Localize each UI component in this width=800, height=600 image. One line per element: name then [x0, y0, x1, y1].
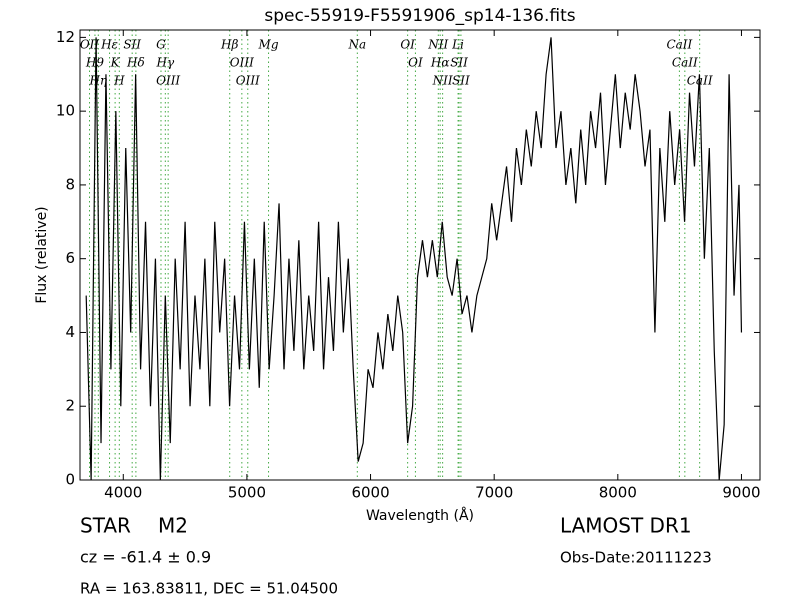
spectral-line-label: Hγ [155, 56, 174, 70]
spectral-line-label: Hδ [126, 56, 145, 70]
spectral-line-label: OI [400, 38, 415, 52]
x-tick-label: 6000 [351, 484, 389, 502]
y-tick-label: 8 [65, 175, 75, 193]
y-tick-label: 6 [65, 249, 75, 267]
y-tick-label: 2 [65, 397, 75, 415]
spectral-line-label: Hα [430, 56, 450, 70]
y-tick-label: 4 [65, 323, 75, 341]
object-subclass: M2 [158, 514, 188, 538]
x-tick-label: 4000 [104, 484, 142, 502]
y-tick-label: 12 [56, 28, 75, 46]
x-tick-label: 5000 [228, 484, 266, 502]
object-class: STAR [80, 514, 131, 538]
spectral-line-label: OIII [230, 56, 254, 70]
spectral-line-label: CaII [687, 74, 713, 88]
spectral-line-label: NII [432, 74, 453, 88]
spectral-line-label: Mg [258, 38, 279, 52]
x-axis-label: Wavelength (Å) [366, 507, 474, 524]
plot-frame [79, 29, 761, 481]
survey: LAMOST DR1 [560, 514, 692, 538]
spectral-line-label: SII [450, 56, 468, 70]
y-axis-label: Flux (relative) [34, 206, 50, 303]
x-tick-label: 7000 [475, 484, 513, 502]
spectral-line-label: SII [452, 74, 470, 88]
spectral-line-label: H9 [85, 56, 104, 70]
spectral-line-label: H [113, 74, 125, 88]
spectral-line-label: NII [427, 38, 448, 52]
y-tick-label: 0 [65, 471, 75, 489]
spectral-line-label: CaII [666, 38, 692, 52]
spectral-line-label: K [110, 56, 121, 70]
spectrum-line [85, 37, 743, 480]
redshift: cz = -61.4 ± 0.9 [80, 548, 211, 567]
coordinates: RA = 163.83811, DEC = 51.04500 [80, 580, 338, 598]
spectral-line-label: OIII [156, 74, 180, 88]
spectral-line-label: SII [123, 38, 141, 52]
spectral-line-label: Li [451, 38, 464, 52]
spectral-line-label: Hη [88, 74, 107, 88]
plot-area [85, 30, 743, 480]
x-tick-label: 9000 [722, 484, 760, 502]
overlay: OII H9 Hη Hε KH SII Hδ G Hγ OIII Hβ OIII OIII Mg Na OI O… [80, 30, 760, 481]
chart-title: spec-55919-F5591906_sp14-136.fits [264, 6, 575, 26]
spectral-line-label: CaII [672, 56, 698, 70]
spectral-line-label: Na [347, 38, 366, 52]
y-tick-label: 10 [56, 102, 75, 120]
spectral-line-label: OIII [236, 74, 260, 88]
x-tick-label: 8000 [599, 484, 637, 502]
spectral-line-label: OI [408, 56, 423, 70]
spectral-line-label: Hβ [220, 38, 238, 52]
spectral-line-label: OII [80, 38, 100, 52]
spectral-line-label: G [156, 38, 166, 52]
spectral-line-label: Hε [100, 38, 118, 52]
obs-date: Obs-Date:20111223 [560, 549, 712, 567]
